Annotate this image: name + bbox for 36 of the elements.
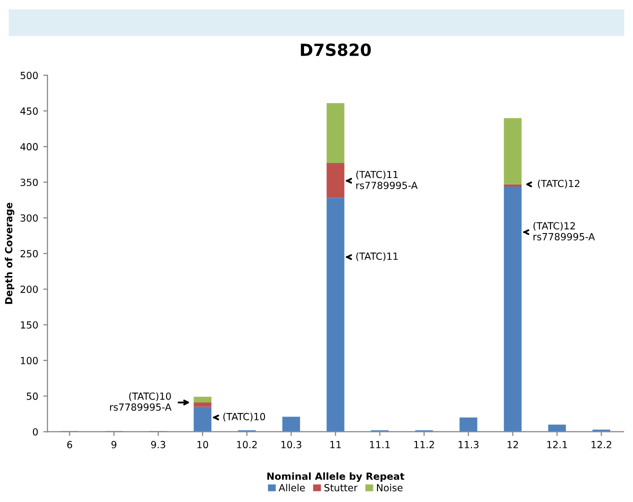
x-tick-label: 11.1 [370, 441, 390, 448]
y-tick-label: 250 [20, 250, 38, 258]
y-tick-label: 200 [20, 286, 38, 293]
y-tick-label: 500 [20, 72, 38, 80]
y-axis-title: Depth of Coverage [4, 202, 14, 304]
x-tick-label: 12.2 [592, 440, 612, 448]
x-tick-label: 11.3 [458, 440, 478, 448]
x-tick-label: 6 [67, 440, 72, 448]
annotation: (TATC)12 rs7789995-A [534, 222, 595, 240]
x-tick-label: 10 [197, 440, 208, 448]
legend-label: Noise [377, 484, 403, 492]
x-tick-label: 10.2 [237, 440, 257, 448]
legend-label: Stutter [324, 484, 358, 492]
annotation: (TATC)10 [223, 412, 266, 422]
x-axis-title: Nominal Allele by Repeat [267, 472, 404, 482]
y-tick-label: 100 [20, 356, 38, 364]
x-tick-label: 9 [111, 440, 116, 448]
y-tick-label: 400 [20, 143, 38, 150]
x-tick-label: 11.2 [414, 440, 434, 448]
x-tick-label: 11 [330, 441, 341, 448]
y-tick-label: 0 [32, 428, 38, 436]
annotation: (TATC)10 rs7789995-A [110, 392, 172, 411]
annotation: (TATC)11 rs7789995-A [356, 170, 418, 190]
y-tick-label: 450 [20, 107, 38, 115]
x-tick-label: 10.3 [281, 440, 302, 448]
y-tick-label: 300 [20, 214, 38, 222]
annotation: (TATC)11 [356, 252, 398, 262]
x-tick-label: 9.3 [151, 440, 166, 448]
annotation: (TATC)12 [538, 180, 580, 188]
x-tick-label: 12.1 [547, 440, 567, 448]
y-tick-label: 350 [20, 178, 38, 186]
chart-title: D7S820 [300, 43, 371, 56]
y-tick-label: 150 [20, 321, 38, 329]
x-tick-label: 12 [508, 440, 518, 448]
legend-label: Allele [278, 484, 305, 492]
y-tick-label: 50 [26, 392, 38, 400]
